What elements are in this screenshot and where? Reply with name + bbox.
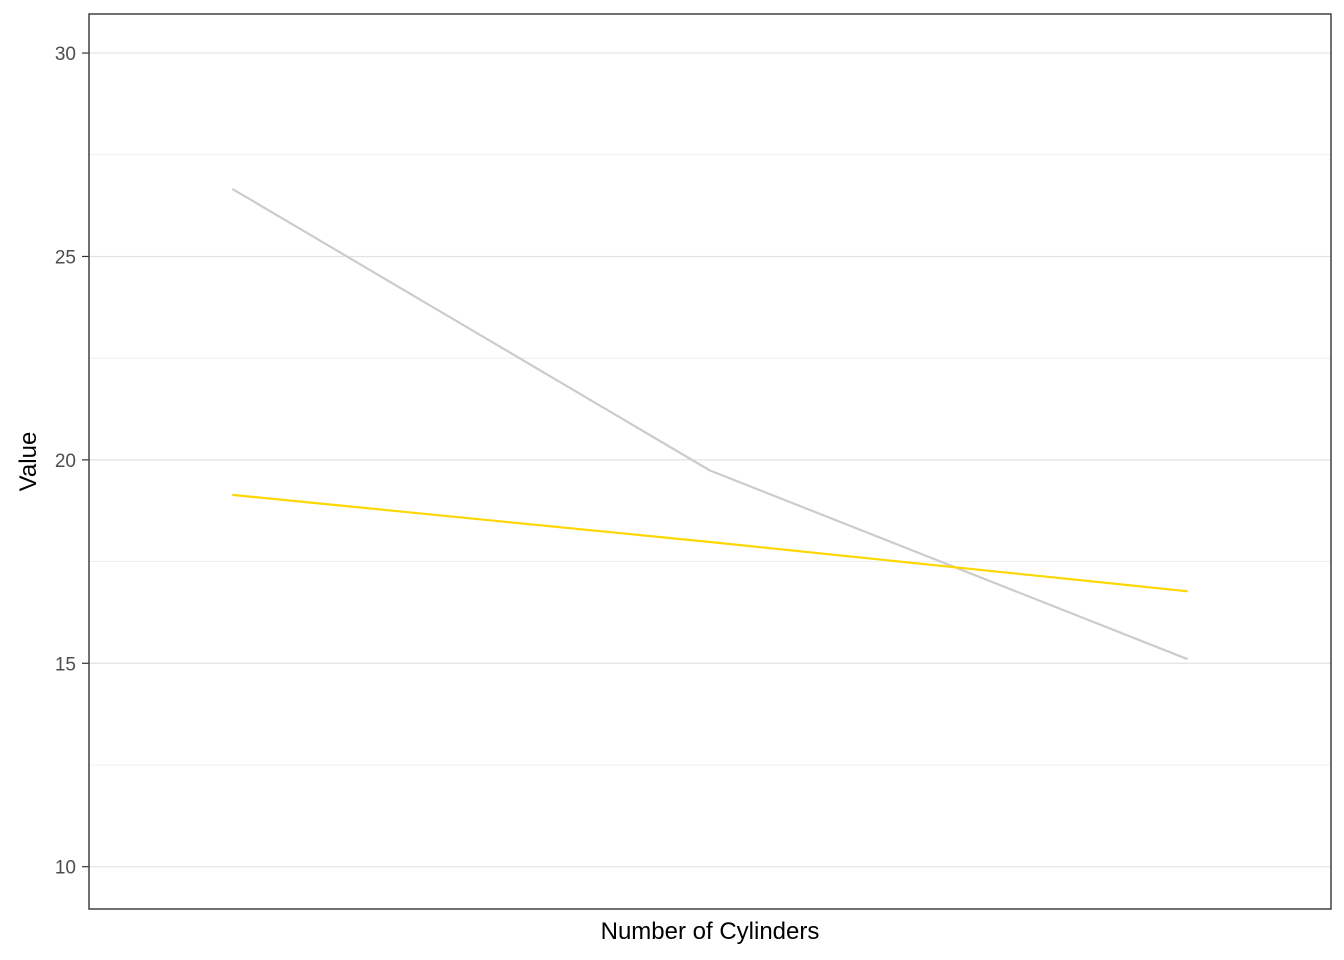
y-tick-label: 10 [55,858,76,879]
x-axis-title: Number of Cylinders [601,918,820,945]
series-line-2 [232,493,1188,593]
y-tick-label: 20 [55,451,76,472]
plot-panel-border [88,13,1332,910]
minor-gridlines [89,154,1331,766]
y-axis: 10 15 20 25 30 [55,44,89,879]
major-gridlines [89,52,1331,868]
series-layer [231,187,1189,661]
y-tick-label: 30 [55,44,76,65]
y-tick-label: 25 [55,247,76,268]
y-axis-title: Value [15,432,42,492]
y-tick-label: 15 [55,654,76,675]
series-line-1 [231,187,1189,661]
